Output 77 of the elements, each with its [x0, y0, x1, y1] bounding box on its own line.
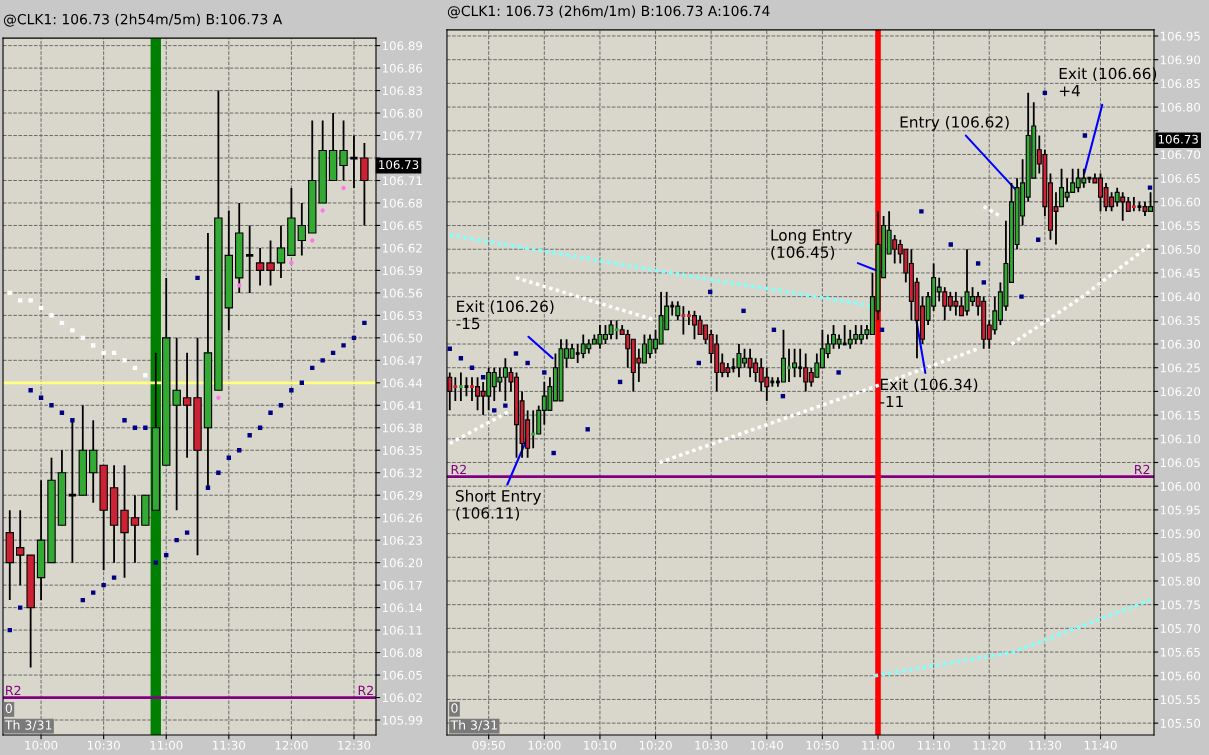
text: 106.73: [379, 160, 419, 170]
point: [919, 209, 924, 214]
point: [268, 410, 273, 415]
chart-title: @CLK1: 106.73 (2h54m/5m) B:106.73 A: [3, 13, 283, 27]
point: [503, 403, 508, 408]
candlestick: [276, 224, 286, 279]
point: [216, 395, 221, 400]
chart-title: @CLK1: 106.73 (2h6m/1m) B:106.73 A:106.74: [447, 5, 770, 19]
point: [122, 418, 127, 423]
point: [70, 328, 75, 333]
candlestick: [360, 142, 369, 227]
point: [122, 358, 127, 363]
point: [153, 560, 158, 565]
point: [981, 280, 986, 285]
point: [741, 308, 746, 314]
point: [70, 418, 75, 423]
point: [28, 388, 33, 393]
annotation: Exit (106.26) -15: [456, 300, 554, 330]
point: [975, 261, 981, 266]
point: [525, 360, 530, 366]
candlestick: [339, 119, 348, 182]
text: 106.73: [1158, 134, 1198, 144]
ref-line-label: R2: [6, 685, 21, 695]
point: [18, 605, 23, 610]
point: [362, 320, 367, 326]
point: [247, 433, 252, 438]
candlestick: [266, 239, 275, 287]
annotation: Entry (106.62): [900, 116, 1009, 131]
annotation: Long Entry (106.45): [771, 229, 853, 260]
ref-line-label: R2: [451, 464, 466, 475]
point: [513, 351, 519, 356]
candlestick: [120, 464, 129, 579]
point: [551, 450, 556, 456]
candlestick: [182, 351, 192, 459]
point: [28, 298, 33, 303]
annotation: 0: [451, 703, 458, 713]
point: [143, 425, 148, 430]
text: R2: [358, 685, 373, 695]
point: [289, 260, 294, 266]
point: [91, 343, 96, 348]
point: [341, 343, 346, 348]
point: [195, 275, 200, 281]
point: [18, 298, 23, 303]
candlestick: [244, 224, 255, 294]
point: [1019, 294, 1024, 299]
point: [49, 313, 54, 318]
point: [237, 283, 242, 288]
point: [101, 582, 106, 588]
candlestick: [67, 419, 78, 564]
point: [310, 238, 315, 243]
point: [1147, 185, 1153, 190]
point: [111, 575, 117, 580]
point: [174, 537, 179, 543]
point: [91, 590, 96, 595]
point: [1082, 133, 1088, 138]
point: [320, 358, 325, 363]
point: [542, 370, 547, 375]
annotation: Short Entry (106.11): [455, 489, 542, 521]
annotation: 0: [5, 703, 13, 714]
annotation: Th 3/31: [4, 720, 52, 731]
candlestick: [297, 202, 307, 257]
point: [289, 388, 294, 393]
point: [49, 403, 54, 408]
annotation: Th 3/31: [450, 720, 497, 731]
point: [184, 530, 190, 535]
point: [143, 373, 148, 378]
point: [836, 370, 841, 375]
point: [216, 470, 221, 475]
point: [492, 408, 497, 413]
candlestick: [255, 247, 265, 287]
point: [585, 427, 590, 432]
point: [320, 208, 325, 213]
point: [948, 242, 953, 247]
point: [341, 185, 346, 191]
text: R2: [1135, 464, 1150, 475]
candlestick: [130, 494, 140, 564]
point: [101, 350, 106, 356]
